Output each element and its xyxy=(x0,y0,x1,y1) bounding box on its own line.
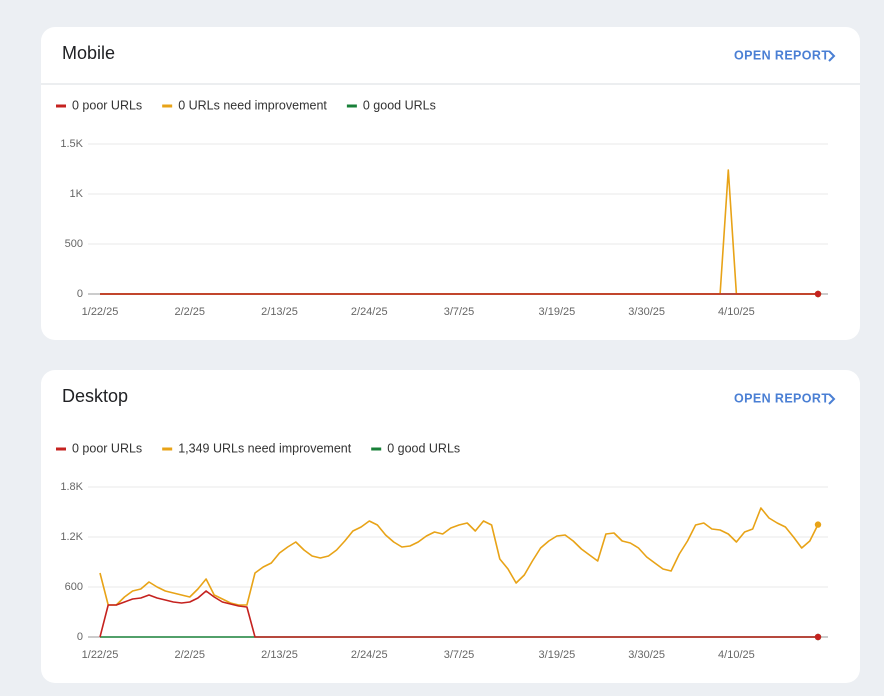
x-tick-label: 2/13/25 xyxy=(261,649,298,661)
legend-label: 0 good URLs xyxy=(363,98,436,112)
x-tick-label: 2/24/25 xyxy=(351,306,388,318)
card-background xyxy=(41,27,860,340)
legend-label: 0 good URLs xyxy=(387,441,460,455)
series-line xyxy=(99,507,819,606)
y-tick-label: 1.5K xyxy=(60,138,83,150)
report-card: Mobile OPEN REPORT 0 poor URLs 0 URLs need … xyxy=(41,27,860,340)
y-tick-label: 1K xyxy=(70,188,84,200)
x-tick-label: 2/24/25 xyxy=(351,649,388,661)
x-tick-label: 2/2/25 xyxy=(174,306,205,318)
y-tick-label: 1.2K xyxy=(60,531,83,543)
y-tick-label: 0 xyxy=(77,288,83,300)
series-line xyxy=(99,590,818,638)
x-tick-label: 3/19/25 xyxy=(539,649,576,661)
chevron-icon[interactable] xyxy=(828,393,836,405)
x-tick-label: 4/10/25 xyxy=(718,306,755,318)
end-point xyxy=(814,521,822,528)
y-tick-label: 600 xyxy=(65,581,83,593)
x-tick-label: 2/2/25 xyxy=(174,649,205,661)
end-point xyxy=(814,633,822,641)
x-tick-label: 1/22/25 xyxy=(82,306,119,318)
open-report-label[interactable]: OPEN REPORT xyxy=(734,48,829,62)
x-tick-label: 3/30/25 xyxy=(628,306,665,318)
x-tick-label: 4/10/25 xyxy=(718,649,755,661)
card-title: Desktop xyxy=(62,386,128,406)
report-card: Desktop OPEN REPORT 0 poor URLs 1,349 URLs … xyxy=(41,370,860,683)
x-tick-label: 1/22/25 xyxy=(82,649,119,661)
open-report-label[interactable]: OPEN REPORT xyxy=(734,391,829,405)
x-tick-label: 3/19/25 xyxy=(539,306,576,318)
card-title: Mobile xyxy=(62,43,115,63)
x-tick-label: 3/7/25 xyxy=(444,649,475,661)
y-tick-label: 500 xyxy=(65,238,83,250)
open-report-link[interactable]: OPEN REPORT xyxy=(734,48,836,62)
x-tick-label: 3/7/25 xyxy=(444,306,475,318)
x-tick-label: 2/13/25 xyxy=(261,306,298,318)
y-tick-label: 0 xyxy=(77,631,83,643)
y-tick-label: 1.8K xyxy=(60,481,83,493)
open-report-link[interactable]: OPEN REPORT xyxy=(734,391,836,405)
end-point xyxy=(814,290,822,298)
x-tick-label: 3/30/25 xyxy=(628,649,665,661)
legend-label: 0 poor URLs xyxy=(72,98,142,112)
chevron-icon[interactable] xyxy=(828,50,836,62)
legend-label: 0 poor URLs xyxy=(72,441,142,455)
card-background xyxy=(41,370,860,683)
legend-label: 1,349 URLs need improvement xyxy=(178,441,352,455)
legend-label: 0 URLs need improvement xyxy=(178,98,327,112)
